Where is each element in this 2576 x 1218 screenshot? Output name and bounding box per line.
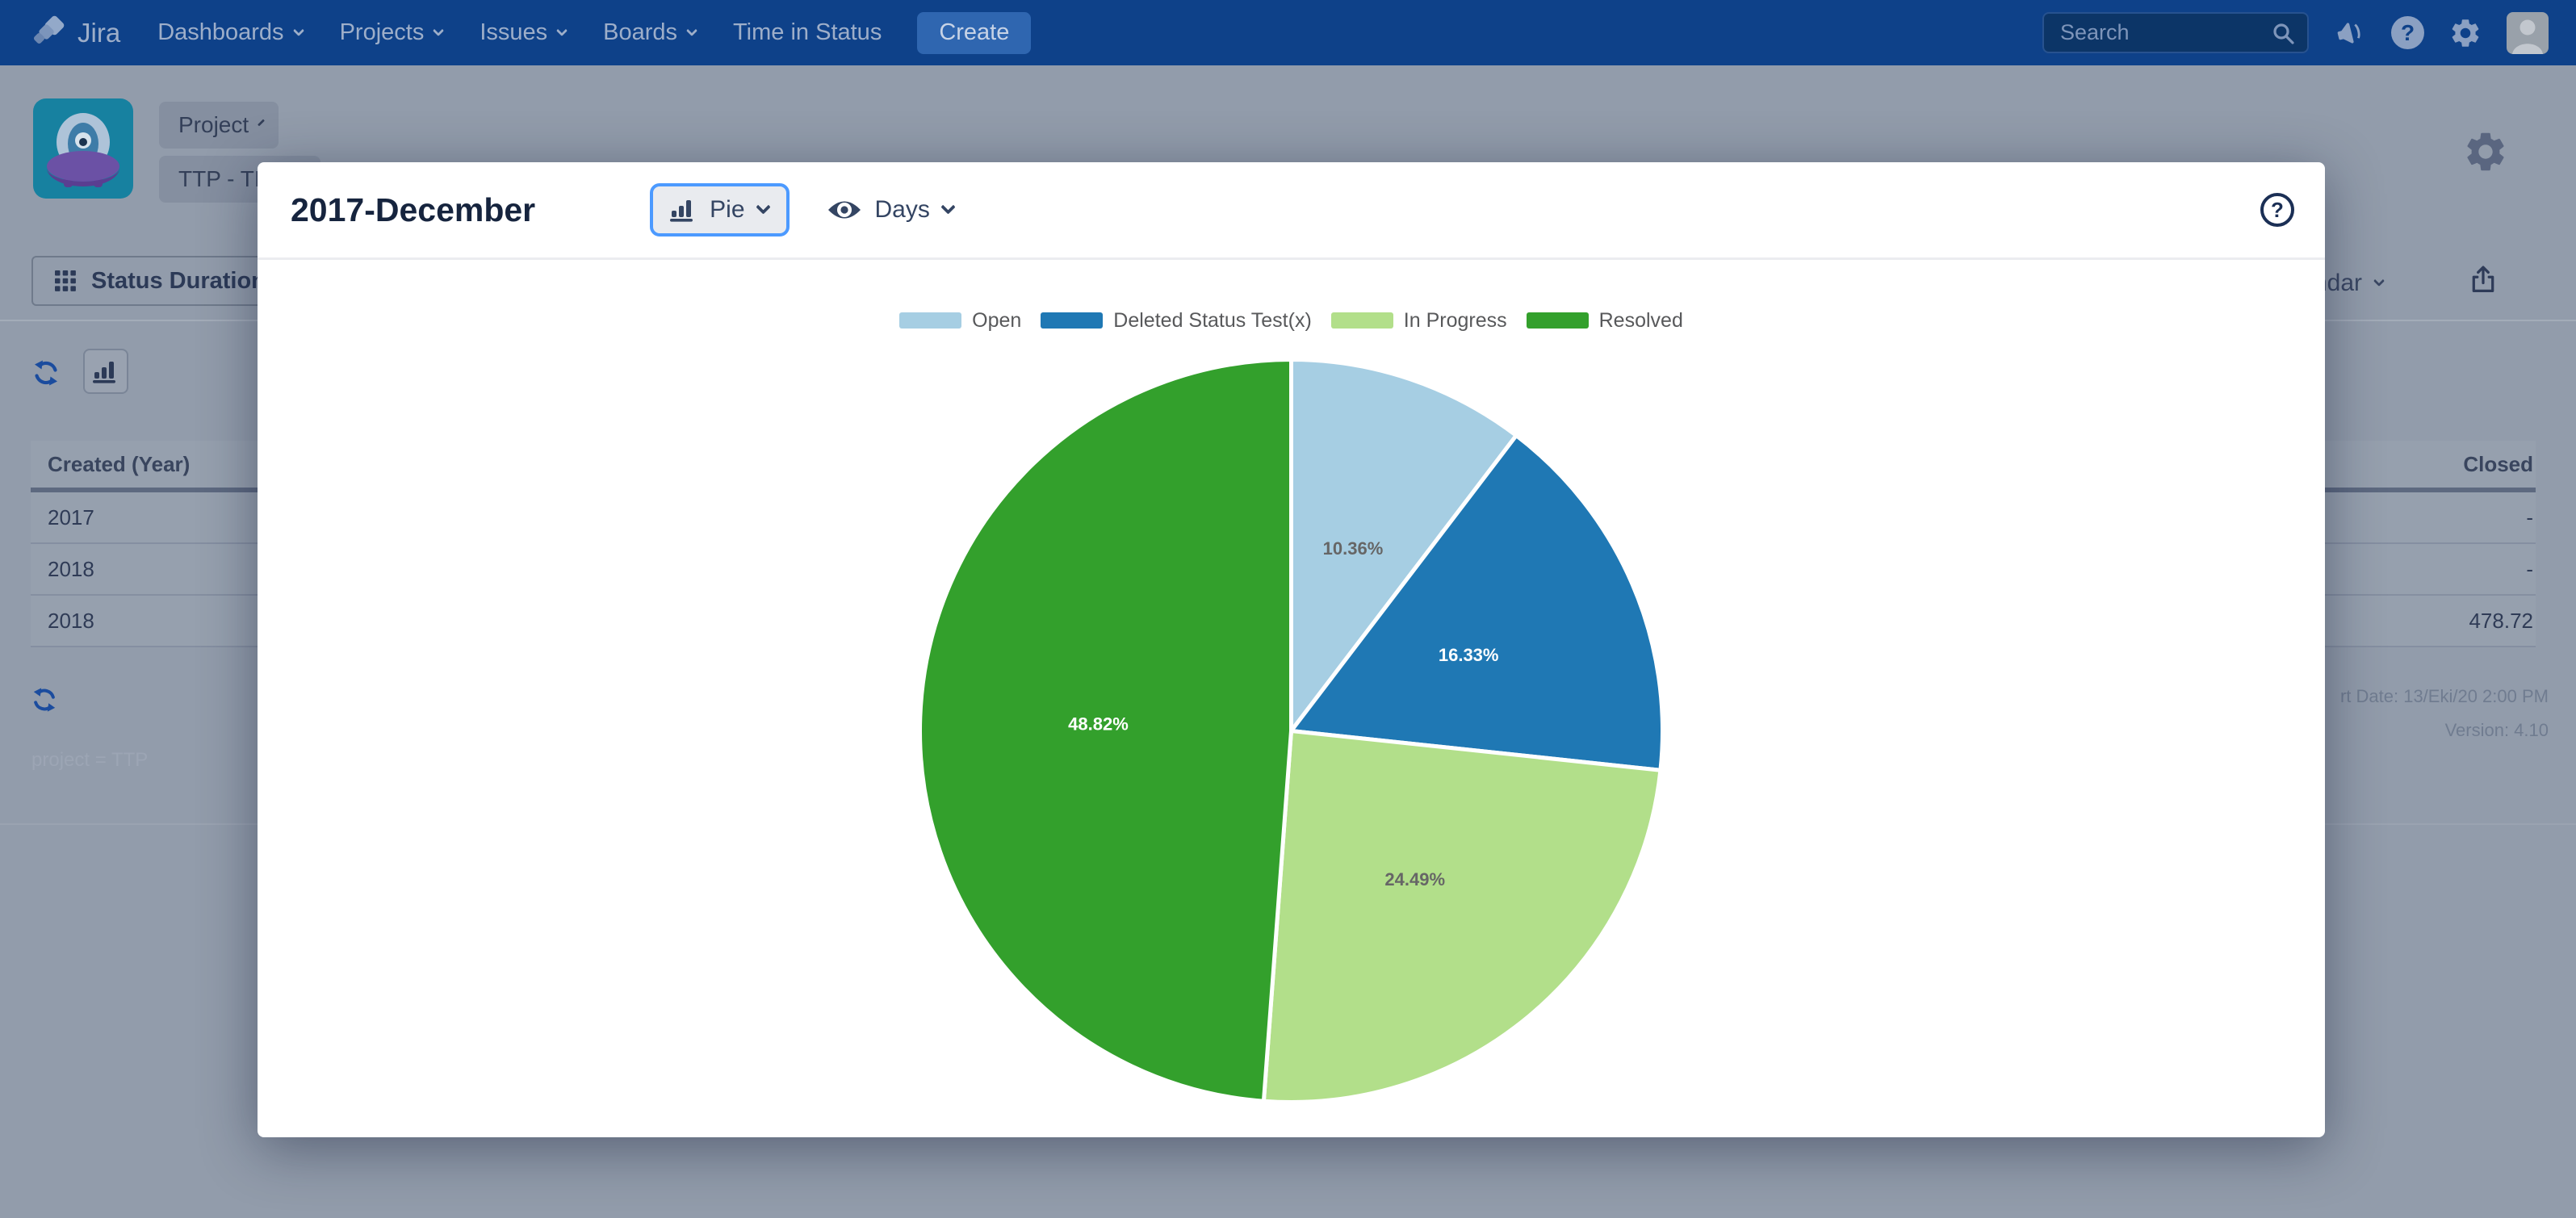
create-button[interactable]: Create (917, 11, 1032, 54)
user-avatar[interactable] (2507, 11, 2549, 54)
chevron-down-icon (755, 199, 771, 215)
filter-query: project = TTP (31, 749, 149, 771)
refresh-icon[interactable] (31, 358, 61, 390)
pie-slice-label: 24.49% (1384, 869, 1445, 889)
nav-item-boards[interactable]: Boards (603, 19, 698, 46)
search-box (2042, 12, 2309, 53)
modal-help-icon[interactable]: ? (2260, 193, 2294, 227)
refresh-icon[interactable] (31, 686, 58, 716)
export-icon[interactable] (2469, 264, 2498, 297)
chart-type-dropdown[interactable]: Pie (650, 183, 790, 236)
unit-dropdown[interactable]: Days (827, 194, 956, 226)
report-date: rt Date: 13/Eki/20 2:00 PM (2339, 686, 2549, 706)
legend-item-resolved[interactable]: Resolved (1526, 309, 1683, 333)
eye-icon (827, 201, 861, 219)
chevron-down-icon (433, 24, 445, 36)
legend-item-in-progress[interactable]: In Progress (1330, 309, 1507, 333)
pie-chart-area: Open Deleted Status Test(x) In Progress … (258, 308, 2325, 1108)
chevron-down-icon (2373, 274, 2385, 287)
nav-item-time-in-status[interactable]: Time in Status (733, 19, 882, 45)
column-closed: Closed (2463, 451, 2533, 476)
avatar-person-icon (2507, 11, 2549, 54)
legend-swatch (899, 312, 962, 329)
help-icon[interactable]: ? (2391, 16, 2424, 49)
chart-modal: 2017-December Pie Days ? (258, 162, 2325, 1137)
legend-swatch (1526, 312, 1589, 329)
pie-slice-label: 10.36% (1323, 538, 1384, 559)
table-header: Created (Year) Closed (31, 441, 2536, 488)
chevron-down-icon (685, 24, 698, 36)
brand-name: Jira (77, 17, 121, 48)
chart-toggle-button[interactable] (83, 349, 128, 394)
project-switcher-button[interactable]: Project (159, 102, 279, 149)
grid-icon (55, 270, 76, 291)
legend-swatch (1330, 312, 1393, 329)
settings-gear-icon[interactable] (2448, 16, 2482, 50)
bar-chart-icon (93, 362, 115, 383)
modal-header: 2017-December Pie Days ? (258, 162, 2325, 260)
pie-slice-resolved[interactable] (918, 358, 1293, 1103)
chevron-down-icon (556, 24, 568, 36)
bar-chart-icon (670, 200, 693, 222)
nav-item-issues[interactable]: Issues (480, 19, 568, 46)
legend-item-deleted-status-test[interactable]: Deleted Status Test(x) (1041, 309, 1312, 333)
pie-slice-in-progress[interactable] (1261, 729, 1663, 1104)
chevron-down-icon (258, 119, 266, 127)
legend-swatch (1041, 312, 1104, 329)
pie-slice-deleted-status-test-x-[interactable] (1289, 433, 1665, 772)
top-nav: Jira Dashboards Projects Issues Boards T… (0, 0, 2576, 65)
nav-item-dashboards[interactable]: Dashboards (157, 19, 304, 46)
feedback-megaphone-icon[interactable] (2333, 16, 2367, 50)
project-avatar (33, 98, 133, 199)
version-label: Version: 4.10 (2444, 720, 2549, 740)
column-created-year: Created (Year) (48, 451, 191, 476)
alien-ufo-icon (47, 113, 119, 187)
page-settings-gear-icon[interactable] (2462, 128, 2509, 175)
modal-title: 2017-December (291, 190, 536, 228)
chevron-down-icon (940, 199, 956, 215)
search-icon[interactable] (2270, 20, 2296, 46)
pie-slice-label: 48.82% (1068, 714, 1129, 735)
chart-legend: Open Deleted Status Test(x) In Progress … (258, 308, 2325, 333)
nav-item-projects[interactable]: Projects (340, 19, 445, 46)
pie-slice-open[interactable] (1289, 358, 1518, 733)
chevron-down-icon (292, 24, 304, 36)
nav-right: ? (2042, 11, 2549, 54)
legend-item-open[interactable]: Open (899, 309, 1021, 333)
pie-slice-label: 16.33% (1439, 645, 1499, 665)
jira-brand[interactable]: Jira (31, 15, 120, 51)
pie-chart: 10.36% 16.33% 24.49% 48.82% (918, 358, 1665, 1104)
jira-logo-icon (33, 15, 65, 44)
search-input[interactable] (2059, 19, 2270, 46)
nav-menu: Dashboards Projects Issues Boards Time i… (157, 19, 882, 46)
